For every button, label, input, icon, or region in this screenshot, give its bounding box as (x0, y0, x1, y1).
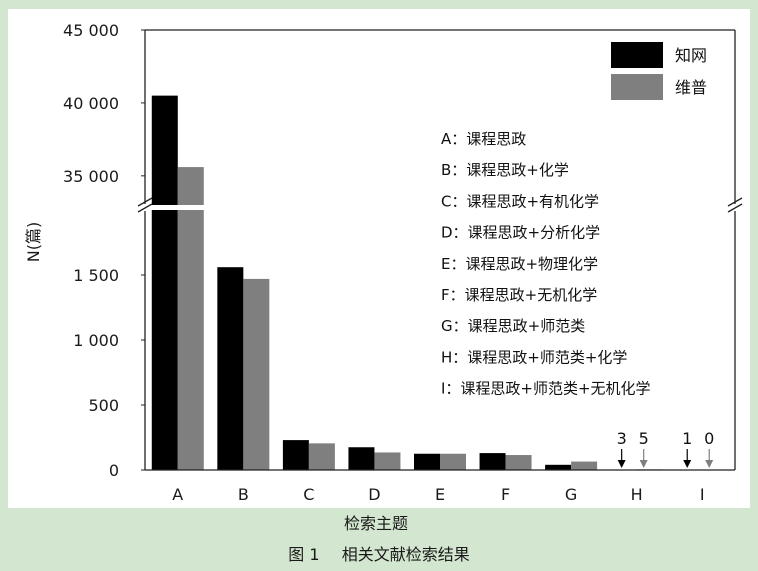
axis-break-mark-right-0 (727, 197, 743, 207)
bar-G-s2 (571, 461, 598, 470)
category-definition-G: G：课程思政+师范类 (441, 317, 585, 335)
category-definition-C: C：课程思政+有机化学 (441, 192, 599, 210)
y-tick-lower-0: 0 (109, 461, 119, 480)
y-tick-upper-0: 35 000 (63, 167, 119, 186)
x-axis-label: 检索主题 (344, 514, 408, 533)
category-definitions: A：课程思政 B：课程思政+化学 C：课程思政+有机化学 D：课程思政+分析化学 E：课… (441, 130, 651, 398)
annotation-I-s2: 0 (704, 429, 714, 448)
axes-group (137, 29, 743, 471)
y-tick-upper-2: 45 000 (63, 21, 119, 40)
bar-D-s2 (374, 452, 401, 470)
bar-F-s1 (479, 453, 506, 470)
x-tick-C: C (303, 485, 314, 504)
axis-break-mark-left-0 (137, 197, 153, 207)
y-ticks-group: 0 500 1 000 1 500 35 000 40 000 45 000 (63, 21, 145, 480)
legend-label-2: 维普 (675, 78, 707, 97)
x-tick-H: H (631, 485, 643, 504)
axis-break-mark-left-1 (137, 203, 153, 213)
x-tick-D: D (368, 485, 380, 504)
annotation-arrow-head-I-s2 (705, 460, 714, 468)
caption-label: 图 1 (288, 545, 320, 564)
figure-caption: 图 1 相关文献检索结果 (0, 541, 758, 565)
axis-break-mark-right-1 (727, 203, 743, 213)
bar-E-s1 (414, 453, 440, 470)
legend-swatch-2 (611, 74, 663, 100)
annotation-I-s1: 1 (682, 429, 692, 448)
annotation-H-s1: 3 (617, 429, 627, 448)
annotation-arrow-head-H-s1 (617, 460, 626, 468)
category-definition-A: A：课程思政 (441, 130, 526, 148)
bar-F-s2 (505, 455, 532, 470)
y-tick-lower-3: 1 500 (73, 266, 119, 285)
annotation-arrow-head-H-s2 (639, 460, 648, 468)
x-tick-A: A (172, 485, 183, 504)
bar-A-s2 (177, 167, 204, 471)
bar-B-s1 (217, 267, 244, 470)
category-definition-F: F：课程思政+无机化学 (441, 286, 597, 304)
category-definition-D: D：课程思政+分析化学 (441, 224, 600, 242)
bar-G-s1 (545, 464, 572, 470)
x-tick-B: B (238, 485, 249, 504)
annotation-arrow-head-I-s1 (683, 460, 692, 468)
x-tick-E: E (435, 485, 445, 504)
y-tick-lower-1: 500 (88, 396, 119, 415)
caption-title: 相关文献检索结果 (341, 545, 470, 564)
x-categories-group: A B C D E F G H I (172, 485, 704, 504)
y-axis-label: N(篇) (24, 222, 43, 262)
y-tick-lower-2: 1 000 (73, 331, 119, 350)
x-tick-F: F (501, 485, 510, 504)
legend-label-1: 知网 (675, 46, 707, 65)
category-definition-H: H：课程思政+师范类+化学 (441, 348, 627, 366)
x-tick-G: G (565, 485, 577, 504)
bar-B-s2 (243, 278, 270, 470)
y-tick-upper-1: 40 000 (63, 94, 119, 113)
bar-A-s1 (151, 95, 178, 470)
category-definition-E: E：课程思政+物理化学 (441, 255, 598, 273)
x-tick-I: I (700, 485, 705, 504)
bar-E-s2 (440, 453, 466, 470)
category-definition-I: I：课程思政+师范类+无机化学 (441, 380, 651, 398)
bars-group (151, 95, 703, 471)
bar-C-s2 (308, 443, 335, 470)
bar-C-s1 (282, 440, 309, 470)
legend-swatch-1 (611, 42, 663, 68)
axis-break-gap (139, 205, 741, 210)
category-definition-B: B：课程思政+化学 (441, 161, 569, 179)
annotation-H-s2: 5 (639, 429, 649, 448)
bar-D-s1 (348, 447, 375, 470)
